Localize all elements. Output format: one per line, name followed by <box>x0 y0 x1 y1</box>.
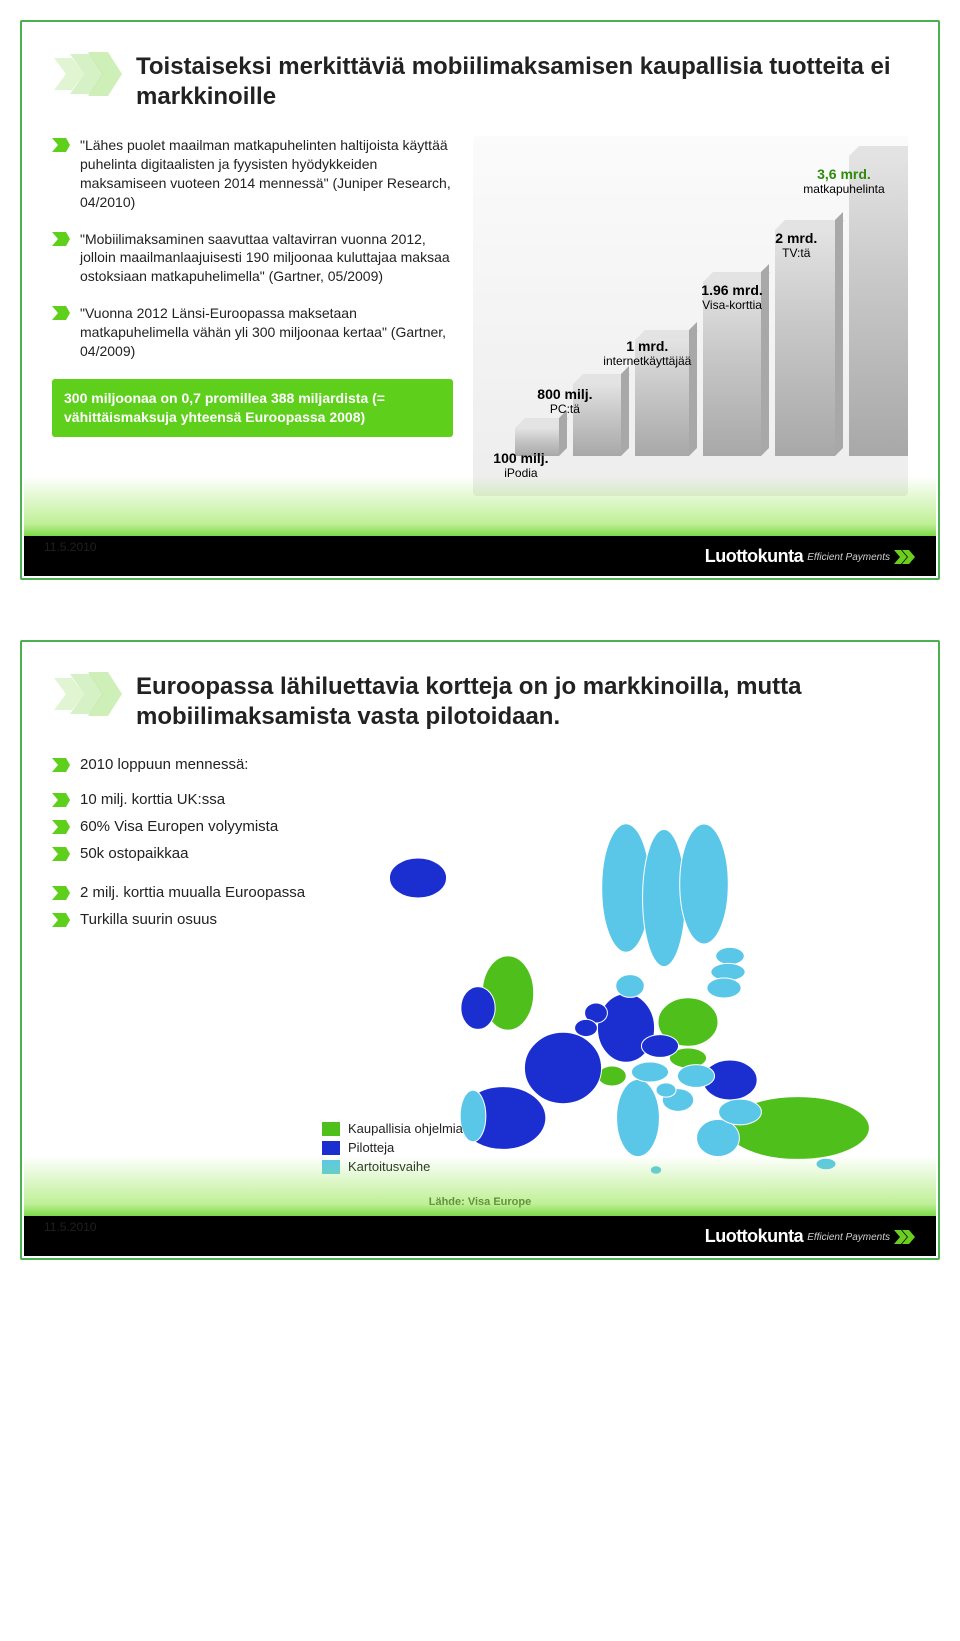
bullet-item: "Mobiilimaksaminen saavuttaa valtavirran… <box>52 230 453 287</box>
footer-date: 11.5.2010 <box>44 1220 97 1234</box>
bullet-item: 10 milj. korttia UK:ssa <box>52 791 908 808</box>
bullet-item: "Vuonna 2012 Länsi-Euroopassa maksetaan … <box>52 304 453 361</box>
legend-row: Kartoitusvaihe <box>322 1159 463 1174</box>
footer-date: 11.5.2010 <box>44 540 97 554</box>
slide-2: Euroopassa lähiluettavia kortteja on jo … <box>20 640 940 1260</box>
map-legend: Kaupallisia ohjelmia Pilotteja Kartoitusva… <box>322 1121 463 1178</box>
legend-label: Kaupallisia ohjelmia <box>348 1121 463 1136</box>
chart-bar <box>849 156 908 456</box>
brand-arrows-icon <box>52 672 122 732</box>
bullet-arrow-icon <box>52 758 70 772</box>
bullet-text: "Mobiilimaksaminen saavuttaa valtavirran… <box>80 230 453 287</box>
footer-bar: 11.5.2010 Luottokunta Efficient Payments <box>24 1216 936 1256</box>
map-country-is <box>389 858 446 898</box>
chart-label: 100 milj.iPodia <box>493 451 548 480</box>
bullet-text: "Lähes puolet maailman matkapuhelinten h… <box>80 136 453 212</box>
map-country-ie <box>461 987 495 1030</box>
bullet-arrow-icon <box>52 138 70 152</box>
bullet-arrow-icon <box>52 847 70 861</box>
bullet-text: 60% Visa Europen volyymista <box>80 818 278 835</box>
map-country-mt <box>650 1166 661 1175</box>
legend-row: Kaupallisia ohjelmia <box>322 1121 463 1136</box>
section-heading: 2010 loppuun mennessä: <box>52 756 908 773</box>
footer-arrows-icon <box>894 1229 916 1245</box>
map-country-ee <box>716 947 745 964</box>
bullet-text: 2 milj. korttia muualla Euroopassa <box>80 884 305 901</box>
bullet-text: 10 milj. korttia UK:ssa <box>80 791 225 808</box>
chart-label: 1.96 mrd.Visa-korttia <box>701 283 762 312</box>
legend-swatch <box>322 1122 340 1136</box>
chart-label: 800 milj.PC:tä <box>537 387 592 416</box>
bullet-arrow-icon <box>52 820 70 834</box>
slide-header: Euroopassa lähiluettavia kortteja on jo … <box>52 672 908 732</box>
map-country-fi <box>680 824 729 944</box>
map-country-pt <box>460 1090 486 1141</box>
map-country-fr <box>524 1032 601 1103</box>
chart-label: 3,6 mrd.matkapuhelinta <box>803 167 884 196</box>
source-attribution: Lähde: Visa Europe <box>429 1196 532 1208</box>
map-country-at <box>631 1062 668 1082</box>
legend-label: Pilotteja <box>348 1140 394 1155</box>
footer-brand-name: Luottokunta <box>705 1226 803 1247</box>
footer-tagline: Efficient Payments <box>807 1232 890 1243</box>
bullet-list: "Lähes puolet maailman matkapuhelinten h… <box>52 136 453 496</box>
bullet-arrow-icon <box>52 886 70 900</box>
bullet-item: "Lähes puolet maailman matkapuhelinten h… <box>52 136 453 212</box>
map-country-it <box>617 1079 660 1156</box>
map-country-lt <box>707 978 741 998</box>
legend-label: Kartoitusvaihe <box>348 1159 430 1174</box>
bullet-text: "Vuonna 2012 Länsi-Euroopassa maksetaan … <box>80 304 453 361</box>
map-country-cz <box>641 1035 678 1058</box>
content-row: "Lähes puolet maailman matkapuhelinten h… <box>52 136 908 496</box>
chart-label: 2 mrd.TV:tä <box>775 231 817 260</box>
map-country-se <box>643 829 686 966</box>
bullet-arrow-icon <box>52 232 70 246</box>
chart-bar <box>775 230 835 456</box>
bullet-group-heading: 2010 loppuun mennessä: <box>52 756 908 773</box>
legend-row: Pilotteja <box>322 1140 463 1155</box>
chart-label: 1 mrd.internetkäyttäjää <box>603 339 691 368</box>
bar-chart-infographic: 100 milj.iPodia 800 milj.PC:tä 1 mrd.inter… <box>473 136 908 496</box>
slide-title: Toistaiseksi merkittäviä mobiilimaksamis… <box>136 52 908 112</box>
footer-arrows-icon <box>894 549 916 565</box>
bullet-text: 50k ostopaikkaa <box>80 845 188 862</box>
footer-bar: 11.5.2010 Luottokunta Efficient Payments <box>24 536 936 576</box>
legend-swatch <box>322 1141 340 1155</box>
bullet-arrow-icon <box>52 913 70 927</box>
legend-swatch <box>322 1160 340 1174</box>
footer-tagline: Efficient Payments <box>807 552 890 563</box>
callout-box: 300 miljoonaa on 0,7 promillea 388 milja… <box>52 379 453 437</box>
map-country-dk <box>616 975 645 998</box>
bullet-arrow-icon <box>52 306 70 320</box>
slide-1: Toistaiseksi merkittäviä mobiilimaksamis… <box>20 20 940 580</box>
map-country-bg <box>719 1099 762 1125</box>
footer-brand-name: Luottokunta <box>705 546 803 567</box>
section-heading-text: 2010 loppuun mennessä: <box>80 756 248 773</box>
slide-header: Toistaiseksi merkittäviä mobiilimaksamis… <box>52 52 908 112</box>
brand-arrows-icon <box>52 52 122 112</box>
slide-title: Euroopassa lähiluettavia kortteja on jo … <box>136 672 908 732</box>
bullet-text: Turkilla suurin osuus <box>80 911 217 928</box>
map-country-cy <box>816 1158 836 1169</box>
map-country-hu <box>677 1065 714 1088</box>
map-country-be <box>575 1019 598 1036</box>
map-country-gr <box>697 1119 740 1156</box>
map-country-si <box>656 1083 676 1097</box>
bullet-arrow-icon <box>52 793 70 807</box>
